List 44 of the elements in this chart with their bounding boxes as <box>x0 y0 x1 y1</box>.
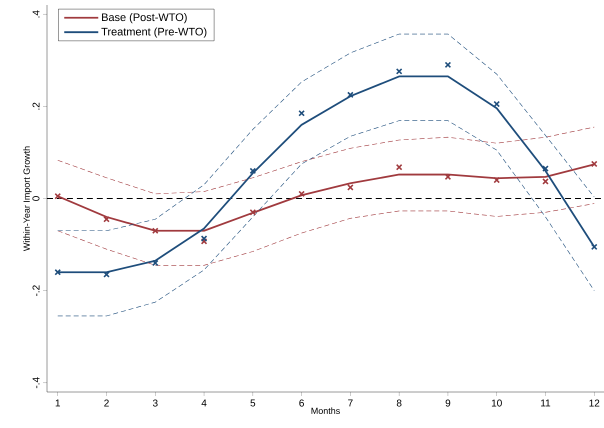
y-tick-label: 0 <box>32 196 40 201</box>
x-tick-label: 3 <box>152 400 158 407</box>
y-tick-label: -.2 <box>32 285 40 296</box>
point <box>444 174 452 180</box>
x-tick-label: 11 <box>541 400 550 406</box>
point <box>347 92 354 98</box>
y-tick-label: -.4 <box>32 377 40 388</box>
x-tick-label: 12 <box>589 400 600 406</box>
x-tick-label: 5 <box>250 400 256 406</box>
x-tick-label: 4 <box>202 400 207 406</box>
x-tick-label: 6 <box>299 400 304 407</box>
point <box>200 238 208 245</box>
point <box>200 235 208 242</box>
line-series <box>56 164 596 232</box>
legend-label: Treatment (Pre-WTO) <box>101 27 206 38</box>
y-tick-label: .4 <box>32 10 40 18</box>
point <box>444 62 452 68</box>
line-series <box>57 203 595 266</box>
x-tick-label: 9 <box>446 400 450 407</box>
point <box>396 68 402 75</box>
point <box>152 227 159 234</box>
point <box>103 216 110 222</box>
y-tick-label: .2 <box>32 102 40 110</box>
x-tick-label: 2 <box>104 400 109 406</box>
point <box>298 110 305 117</box>
line-series <box>57 126 595 194</box>
point <box>493 176 500 184</box>
x-axis-title: Months <box>312 407 340 414</box>
point <box>493 100 500 108</box>
x-tick-label: 8 <box>396 400 402 407</box>
point <box>250 209 256 216</box>
y-axis-title: Within-Year Import Growth <box>23 146 32 252</box>
point <box>347 184 354 191</box>
x-tick-label: 1 <box>56 400 60 406</box>
point <box>542 165 549 172</box>
point <box>298 190 305 198</box>
x-tick-label: 10 <box>492 400 502 407</box>
legend-label: Base (Post-WTO) <box>102 13 187 24</box>
point <box>542 178 549 185</box>
line-series <box>57 120 595 316</box>
point <box>250 168 256 174</box>
point <box>152 260 159 266</box>
x-tick-label: 7 <box>348 400 353 406</box>
point <box>396 164 402 170</box>
